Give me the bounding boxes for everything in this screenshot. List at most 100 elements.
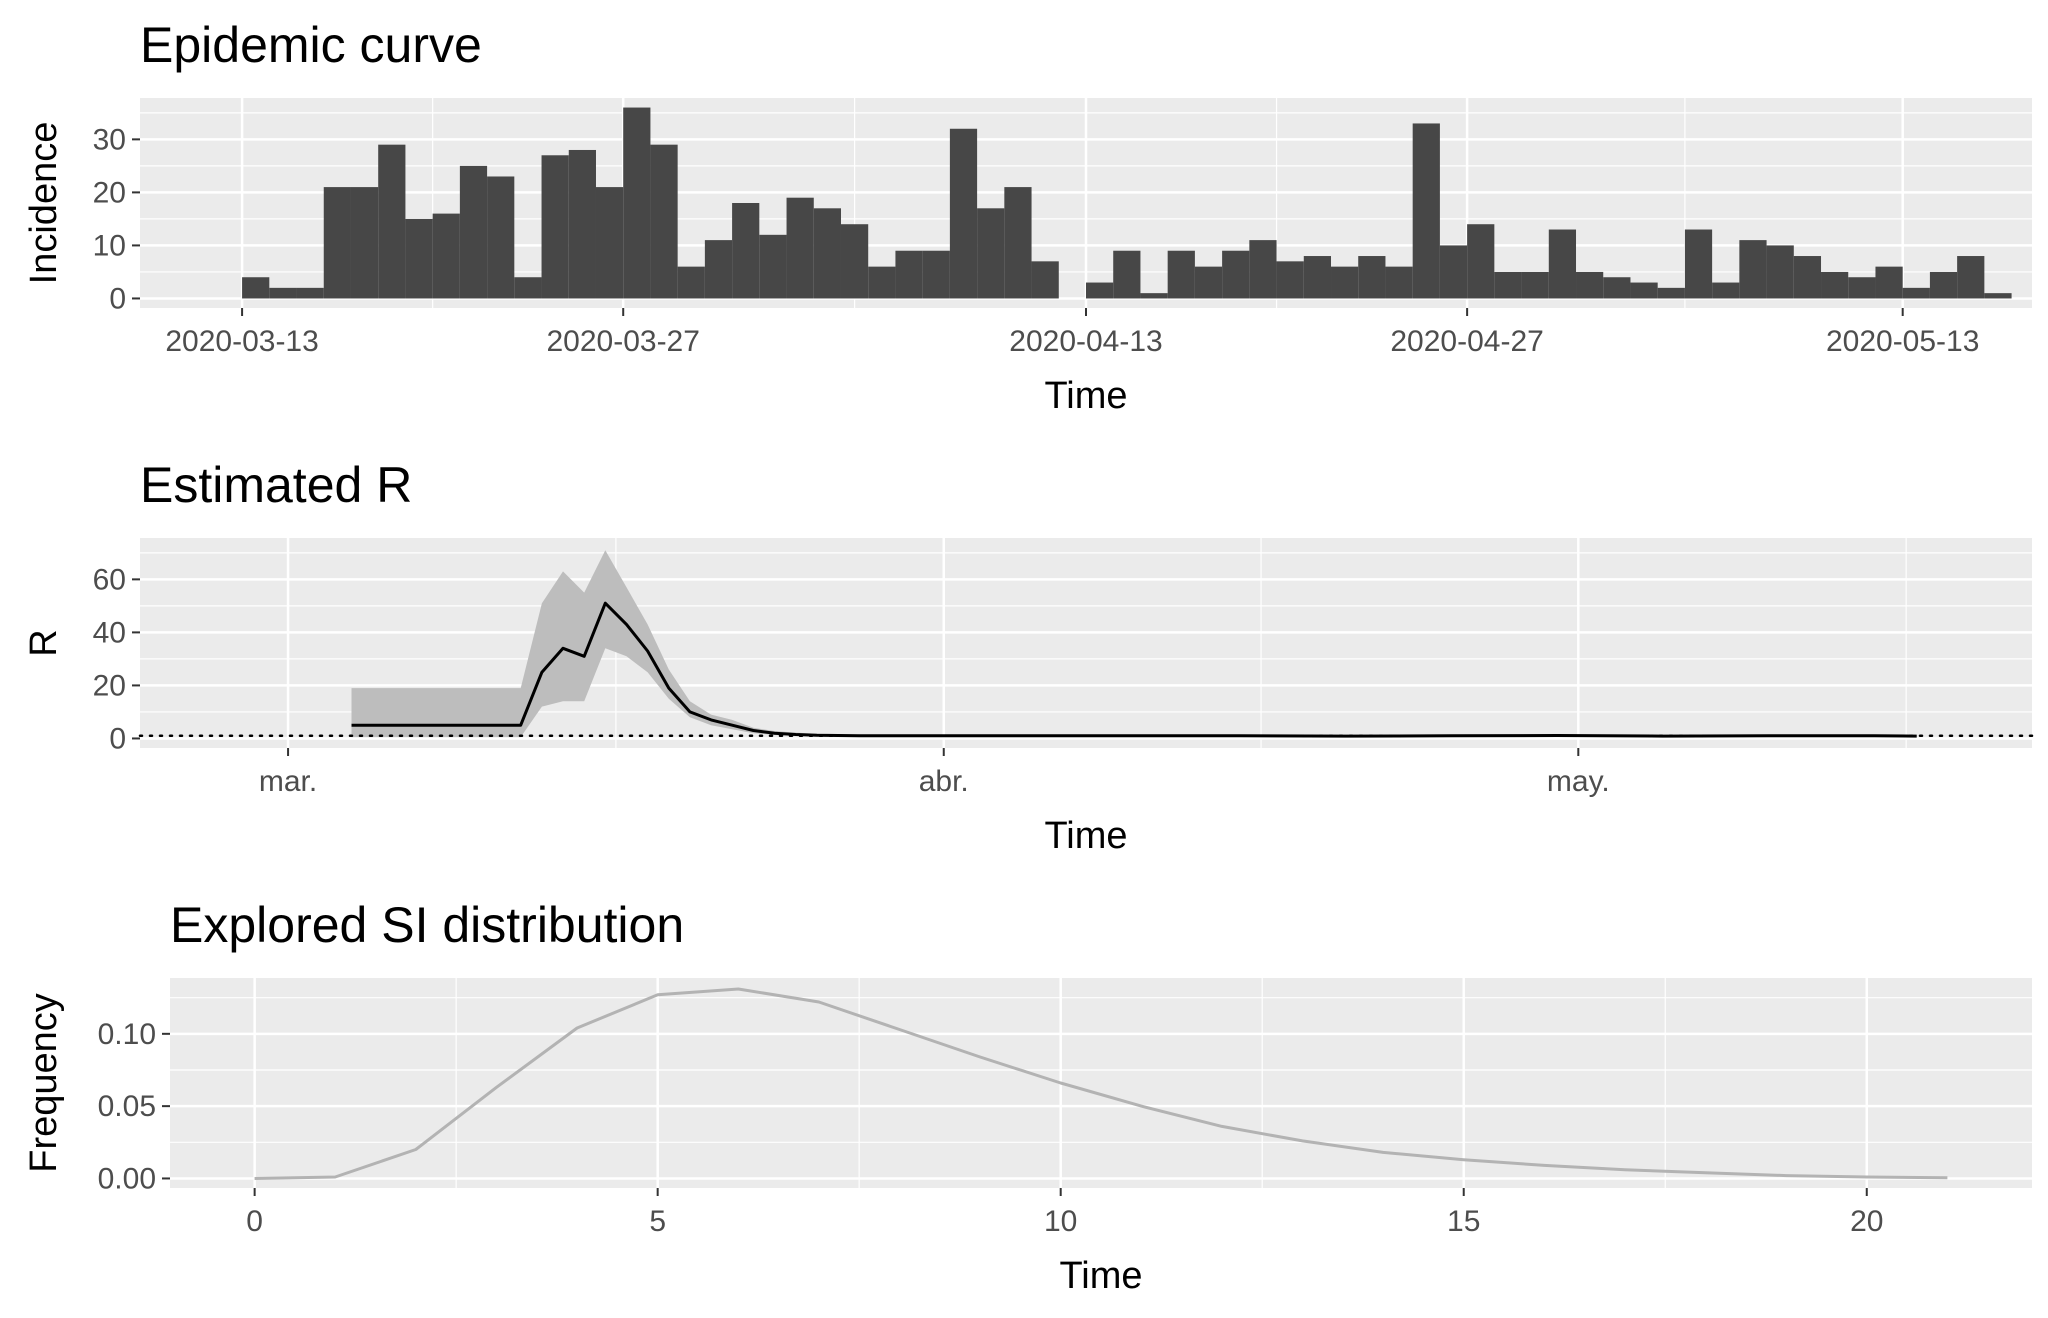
bar: [623, 107, 651, 299]
si-distribution-x-ticks: 0 5 10 15 20: [246, 1188, 1883, 1238]
si-distribution-line: [254, 987, 1948, 1180]
si-distribution-chart: Explored SI distribution 0.00 0.05 0.10 0 5…: [23, 897, 2032, 1297]
bar: [1957, 256, 1985, 299]
x-tick-label: 2020-05-13: [1826, 325, 1979, 358]
epidemic-curve-y-axis-title: Incidence: [23, 122, 65, 285]
y-tick-label: 0: [109, 282, 126, 315]
bar: [1576, 271, 1604, 299]
epidemic-curve-title: Epidemic curve: [140, 17, 482, 73]
x-tick-label: 2020-04-13: [1009, 325, 1162, 358]
bar: [1712, 282, 1740, 299]
bar: [541, 155, 569, 299]
bar: [1739, 240, 1767, 299]
bar: [1222, 250, 1250, 299]
bar: [405, 218, 433, 299]
epidemic-curve-x-axis-title: Time: [1044, 375, 1127, 417]
x-tick-label: 15: [1447, 1205, 1480, 1238]
si-distribution-title: Explored SI distribution: [170, 897, 684, 953]
bar: [568, 149, 596, 299]
bar: [1113, 250, 1141, 299]
bar: [350, 187, 379, 299]
y-tick-label: 20: [93, 176, 126, 209]
x-tick-label: abr.: [919, 765, 969, 798]
bar: [1848, 277, 1876, 299]
bar: [677, 266, 705, 299]
y-tick-label: 10: [93, 229, 126, 262]
bar: [650, 144, 678, 299]
bar: [732, 203, 760, 299]
bar: [1303, 256, 1332, 299]
bar: [595, 187, 624, 299]
bar: [1521, 271, 1549, 299]
estimated-r-chart: Estimated R 0 20 40 60 mar. abr. may. Time R: [23, 457, 2034, 857]
bar: [1902, 287, 1930, 299]
y-tick-label: 60: [93, 563, 126, 596]
bar: [977, 208, 1005, 299]
bar: [1821, 271, 1849, 299]
y-tick-label: 0.10: [98, 1018, 156, 1051]
bar: [949, 128, 978, 299]
epidemic-curve-x-ticks: 2020-03-13 2020-03-27 2020-04-13 2020-04-27…: [165, 308, 1979, 358]
bar: [1548, 229, 1577, 299]
bar: [922, 250, 950, 299]
x-tick-label: mar.: [259, 765, 317, 798]
bar: [1766, 245, 1794, 299]
bar: [1467, 224, 1495, 299]
estimated-r-x-axis-title: Time: [1044, 815, 1127, 857]
si-distribution-y-ticks: 0.00 0.05 0.10: [98, 1018, 170, 1195]
bar: [1358, 256, 1386, 299]
x-tick-label: 2020-04-27: [1390, 325, 1543, 358]
bar: [1412, 123, 1440, 299]
bar: [323, 187, 351, 299]
bar: [296, 287, 324, 299]
bar: [269, 287, 297, 299]
bar: [840, 224, 869, 299]
estimated-r-y-axis-title: R: [23, 629, 65, 656]
bar: [1004, 187, 1032, 299]
epidemic-curve-bars: [242, 107, 2012, 299]
bar: [1086, 282, 1114, 299]
bar: [1630, 282, 1658, 299]
bar: [459, 165, 488, 299]
bar: [514, 277, 542, 299]
r-mean-line: [351, 601, 1917, 738]
bar: [813, 208, 841, 299]
bar: [1194, 266, 1223, 299]
x-tick-label: 10: [1044, 1205, 1077, 1238]
x-tick-label: 2020-03-13: [165, 325, 318, 358]
bar: [487, 176, 515, 299]
y-tick-label: 30: [93, 123, 126, 156]
bar: [1031, 261, 1059, 299]
bar: [1603, 277, 1631, 299]
bar: [868, 266, 896, 299]
bar: [759, 234, 787, 299]
y-tick-label: 20: [93, 669, 126, 702]
bar: [1249, 240, 1277, 299]
y-tick-label: 0.00: [98, 1162, 156, 1195]
bar: [1929, 271, 1958, 299]
bar: [242, 277, 270, 299]
y-tick-label: 40: [93, 616, 126, 649]
bar: [1385, 266, 1413, 299]
bar: [1657, 287, 1685, 299]
estimated-r-line-layer: [138, 601, 2034, 738]
bar: [1984, 293, 2012, 299]
x-tick-label: 5: [649, 1205, 666, 1238]
y-tick-label: 0: [109, 722, 126, 755]
bar: [895, 250, 923, 299]
si-distribution-line-layer: [254, 987, 1948, 1180]
bar: [432, 213, 460, 299]
r-credible-interval-ribbon: [351, 550, 1917, 738]
bar: [1331, 266, 1359, 299]
bar: [1276, 261, 1304, 299]
epidemic-curve-y-ticks: 0 10 20 30: [93, 123, 140, 315]
x-tick-label: 0: [246, 1205, 263, 1238]
si-distribution-grid: [170, 978, 2032, 1188]
x-tick-label: 20: [1850, 1205, 1883, 1238]
bar: [378, 144, 406, 299]
si-distribution-y-axis-title: Frequency: [23, 993, 65, 1173]
si-distribution-panel: [170, 978, 2032, 1188]
bar: [1439, 245, 1468, 299]
